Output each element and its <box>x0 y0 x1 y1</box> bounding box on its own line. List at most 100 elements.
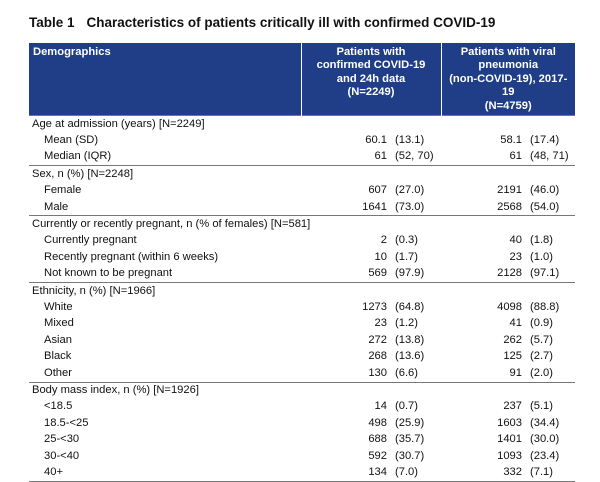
table-caption: Characteristics of patients critically i… <box>86 15 496 30</box>
pneumonia-percent: (0.9) <box>530 317 554 330</box>
table-title: Table 1 Characteristics of patients criti… <box>29 15 495 30</box>
pneumonia-percent: (17.4) <box>530 133 560 146</box>
table-row: Mixed 23 (1.2) 41 (0.9) <box>29 316 575 332</box>
header-line: pneumonia <box>478 59 539 72</box>
pneumonia-value: 2128 <box>497 267 522 280</box>
table-row: Median (IQR) 61 (52, 70) 61 (48, 71) <box>29 149 575 166</box>
row-label: Asian <box>44 333 72 346</box>
covid-value: 134 <box>301 464 391 482</box>
header-line: (non-COVID-19), 2017-19 <box>449 72 568 99</box>
pneumonia-value: 332 <box>441 464 526 482</box>
group-label: Sex, n (%) [N=2248] <box>29 165 575 183</box>
table-row: Male 1641 (73.0) 2568 (54.0) <box>29 199 575 216</box>
covid-value: 688 <box>368 433 387 446</box>
header-line: and 24h data <box>336 72 406 85</box>
pneumonia-value: 61 <box>509 150 522 163</box>
row-label: White <box>44 301 73 313</box>
covid-percent: (1.7) <box>395 250 419 263</box>
pneumonia-value: 125 <box>503 350 522 363</box>
header-line: (N=4759) <box>484 99 532 112</box>
header-line: confirmed COVID-19 <box>316 59 426 72</box>
pneumonia-value: 23 <box>509 250 522 263</box>
table-row: Other 130 (6.6) 91 (2.0) <box>29 365 575 382</box>
pneumonia-percent: (23.4) <box>530 449 560 462</box>
covid-percent: (27.0) <box>395 184 425 197</box>
row-label: 18.5-<25 <box>44 416 89 429</box>
covid-percent: (13.8) <box>395 333 425 346</box>
group-header-row: Body mass index, n (%) [N=1926] <box>29 381 575 399</box>
table-row: 30-<40 592 (30.7) 1093 (23.4) <box>29 448 575 464</box>
covid-value: 569 <box>368 267 387 280</box>
row-label: Currently pregnant <box>44 234 137 247</box>
table-row: Not known to be pregnant 569 (97.9) 2128 (97… <box>29 266 575 283</box>
pneumonia-value: 1401 <box>497 433 522 446</box>
pneumonia-value: 2568 <box>497 200 522 213</box>
row-label: Male <box>44 200 69 213</box>
table-row: Mean (SD) 60.1 (13.1) 58.1 (17.4) <box>29 132 575 148</box>
covid-value: 498 <box>368 416 387 429</box>
group-label: Ethnicity, n (%) [N=1966] <box>29 282 575 300</box>
row-label: 30-<40 <box>44 449 80 462</box>
covid-percent: (0.7) <box>395 400 419 413</box>
covid-value: 23 <box>374 317 387 330</box>
pneumonia-value: 1603 <box>497 416 522 429</box>
covid-percent: (35.7) <box>395 433 425 446</box>
document-page: Table 1 Characteristics of patients criti… <box>29 15 575 482</box>
characteristics-table: Demographics Patients with confirmed COV… <box>29 43 575 482</box>
covid-value: 272 <box>368 333 387 346</box>
row-label: Mixed <box>44 317 74 330</box>
row-label: <18.5 <box>44 400 73 413</box>
covid-value: 592 <box>368 449 387 462</box>
covid-percent: (6.6) <box>395 366 419 379</box>
row-label: Not known to be pregnant <box>44 267 173 280</box>
covid-value: 60.1 <box>365 133 387 146</box>
pneumonia-percent: (1.8) <box>530 234 554 247</box>
table-header: Demographics Patients with confirmed COV… <box>29 43 575 116</box>
pneumonia-value: 4098 <box>497 301 522 313</box>
group-label: Age at admission (years) [N=2249] <box>29 115 575 133</box>
table-row: 40+ 134 (7.0) 332 (7.1) <box>29 464 575 482</box>
header-covid-patients: Patients with confirmed COVID-19 and 24h… <box>300 43 441 116</box>
header-demographics: Demographics <box>29 43 301 116</box>
covid-percent: (97.9) <box>395 267 425 280</box>
table-row: Recently pregnant (within 6 weeks) 10 (1.7… <box>29 249 575 265</box>
covid-value: 1273 <box>362 301 387 313</box>
covid-percent: (52, 70) <box>395 150 434 163</box>
row-label: Mean (SD) <box>44 133 99 146</box>
covid-percent: (64.8) <box>395 301 425 313</box>
pneumonia-value: 1093 <box>497 449 522 462</box>
covid-percent: (1.2) <box>395 317 419 330</box>
pneumonia-percent: (5.1) <box>530 400 554 413</box>
covid-value: 268 <box>368 350 387 363</box>
covid-value: 61 <box>374 150 387 163</box>
table-row: White 1273 (64.8) 4098 (88.8) <box>29 300 575 316</box>
group-header-row: Currently or recently pregnant, n (% of … <box>29 215 575 233</box>
pneumonia-percent: (46.0) <box>530 184 560 197</box>
covid-value: 1641 <box>362 200 387 213</box>
header-line: (N=2249) <box>347 86 395 99</box>
pneumonia-value: 40 <box>509 234 522 247</box>
covid-percent: (73.0) <box>395 200 425 213</box>
group-header-row: Age at admission (years) [N=2249] <box>29 115 575 133</box>
pneumonia-percent: (48, 71) <box>530 150 569 163</box>
row-label: 40+ <box>29 464 301 482</box>
pneumonia-value: 262 <box>503 333 522 346</box>
table-row: Black 268 (13.6) 125 (2.7) <box>29 349 575 365</box>
covid-percent: (13.1) <box>395 133 425 146</box>
group-label: Body mass index, n (%) [N=1926] <box>29 381 575 399</box>
covid-percent: (30.7) <box>395 449 425 462</box>
table-row: Asian 272 (13.8) 262 (5.7) <box>29 332 575 348</box>
table-row: <18.5 14 (0.7) 237 (5.1) <box>29 399 575 415</box>
covid-value: 14 <box>374 400 387 413</box>
header-line: Patients with <box>336 46 406 58</box>
header-viral-pneumonia-patients: Patients with viral pneumonia (non-COVID… <box>440 43 575 116</box>
pneumonia-value: 91 <box>509 366 522 379</box>
table-row: Female 607 (27.0) 2191 (46.0) <box>29 183 575 199</box>
table-row: 18.5-<25 498 (25.9) 1603 (34.4) <box>29 415 575 431</box>
header-line: Patients with viral <box>460 46 556 58</box>
row-label: 25-<30 <box>44 433 80 446</box>
covid-value: 607 <box>368 184 387 197</box>
pneumonia-percent: (97.1) <box>530 267 560 280</box>
table-number: Table 1 <box>29 15 75 30</box>
covid-value: 130 <box>368 366 387 379</box>
